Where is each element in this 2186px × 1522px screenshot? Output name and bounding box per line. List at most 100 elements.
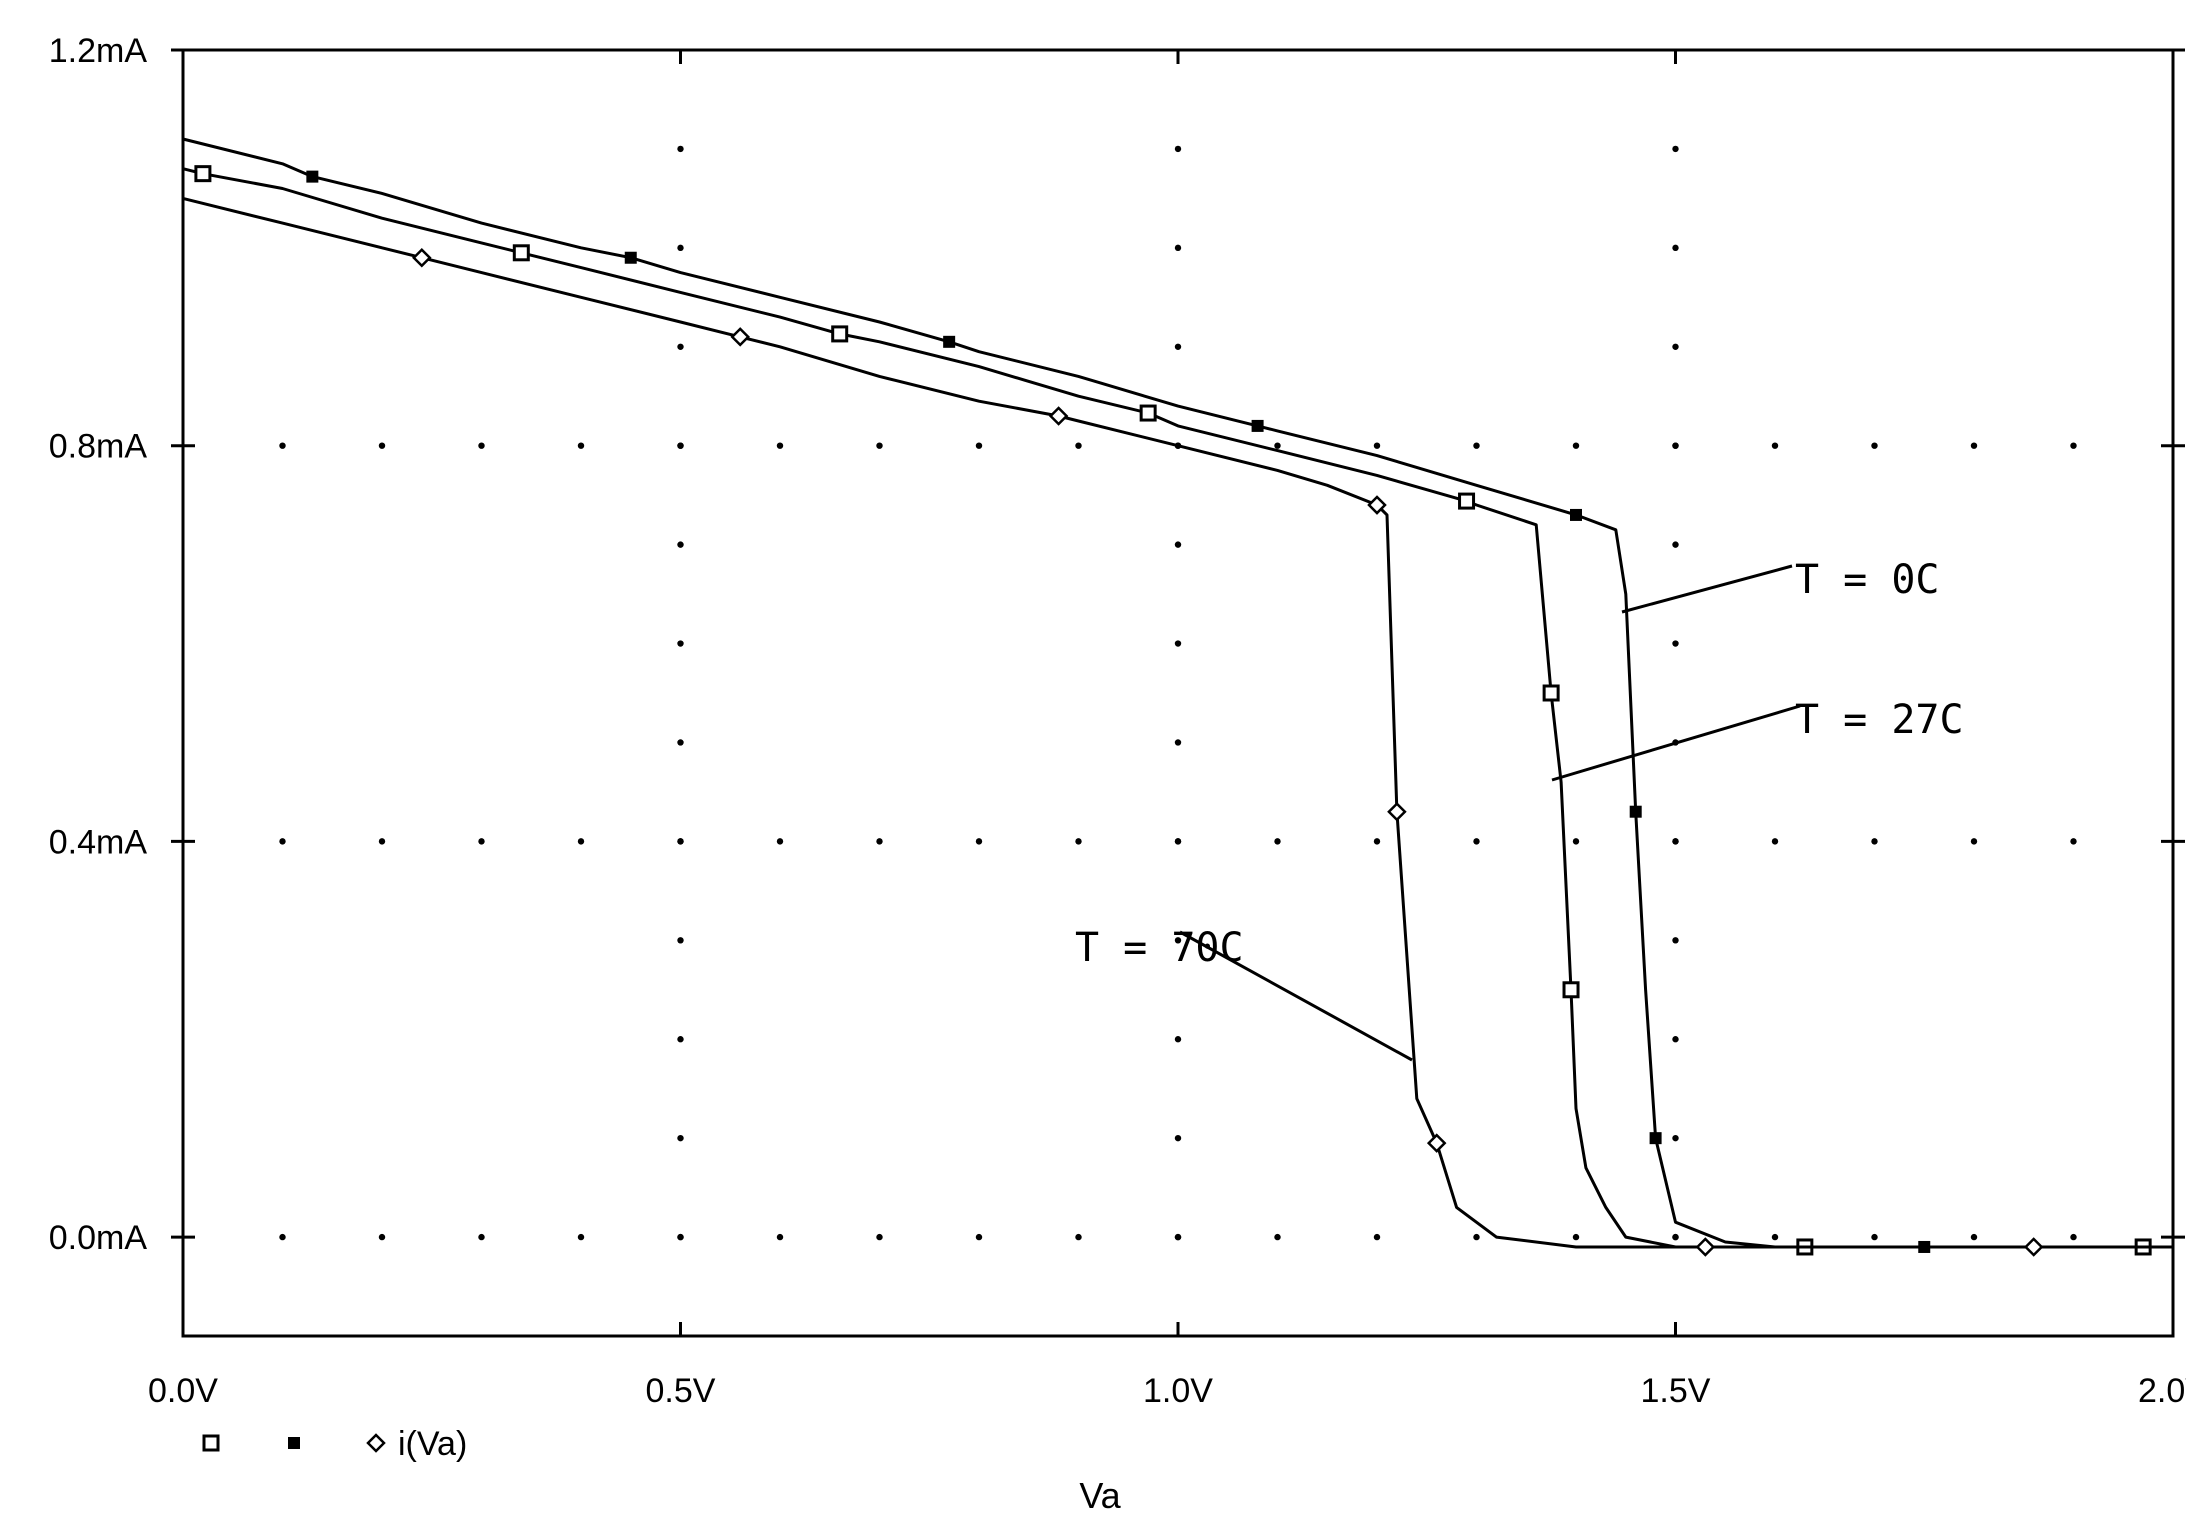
filled-square-marker	[624, 251, 637, 264]
grid-dot	[876, 442, 883, 449]
open-diamond-marker	[1387, 801, 1407, 822]
grid-dot	[677, 937, 684, 944]
grid-dots	[279, 145, 2077, 1241]
axis-ticks: 0.0V 0.5V 1.0V 1.5V 2.0V 0.0mA 0.4mA 0.8mA 1.2mA	[49, 32, 2186, 1410]
grid-dot	[677, 244, 684, 252]
grid-dot	[1174, 739, 1182, 746]
open-diamond-marker	[730, 327, 750, 347]
grid-dot	[478, 838, 485, 845]
grid-dot	[1871, 1233, 1878, 1241]
grid-dot	[1672, 640, 1679, 647]
grid-dot	[776, 442, 784, 449]
annotation-leader	[1551, 704, 1801, 782]
grid-dot	[1672, 1134, 1679, 1142]
grid-dot	[2070, 1233, 2077, 1241]
grid-dot	[1672, 244, 1679, 252]
grid-dot	[776, 1233, 784, 1241]
grid-dot	[677, 1036, 684, 1043]
x-tick-label: 0.5V	[646, 1372, 716, 1410]
x-axis-title: Va	[1079, 1475, 1121, 1516]
grid-dot	[677, 739, 684, 746]
grid-dot	[1871, 442, 1878, 449]
open-diamond-marker	[1367, 495, 1387, 515]
grid-dot	[378, 442, 386, 449]
legend-label: i(Va)	[398, 1425, 467, 1463]
grid-dot	[1174, 1036, 1182, 1043]
grid-dot	[1672, 937, 1679, 944]
grid-dot	[2070, 838, 2077, 845]
grid-dot	[876, 1233, 883, 1241]
grid-dot	[876, 838, 883, 845]
grid-dot	[279, 838, 286, 845]
grid-dot	[1672, 541, 1679, 548]
open-diamond-marker	[2023, 1237, 2044, 1257]
open-diamond-marker	[1426, 1133, 1447, 1153]
series-filled-square	[182, 137, 2173, 1253]
open-diamond-marker	[412, 247, 432, 268]
filled-square-marker	[306, 170, 319, 183]
grid-dot	[1174, 541, 1182, 548]
grid-dot	[1572, 442, 1580, 449]
grid-dot	[975, 1233, 983, 1241]
annotation-leader	[1179, 930, 1413, 1062]
annotation-label: T = 0C	[1795, 557, 1940, 603]
grid-dot	[1473, 442, 1480, 449]
grid-dot	[1075, 442, 1082, 449]
x-tick-label: 0.0V	[148, 1372, 218, 1410]
grid-dot	[577, 442, 585, 449]
y-tick-label: 0.4mA	[49, 823, 148, 861]
grid-dot	[1174, 244, 1182, 252]
open-square-marker	[1139, 404, 1157, 422]
grid-dot	[1871, 838, 1878, 845]
open-square-marker	[202, 1434, 220, 1452]
x-tick-label: 2.0V	[2138, 1372, 2186, 1410]
grid-dot	[1174, 145, 1182, 153]
y-tick-label: 0.0mA	[49, 1219, 148, 1257]
grid-dot	[1075, 1233, 1082, 1241]
grid-dot	[1174, 1134, 1182, 1142]
grid-dot	[1473, 838, 1480, 845]
grid-dot	[1771, 838, 1779, 845]
grid-dot	[577, 838, 585, 845]
open-square-marker	[831, 325, 849, 343]
annotation-leader	[1621, 564, 1793, 614]
filled-square-marker	[1629, 805, 1642, 818]
filled-square-marker	[288, 1437, 300, 1449]
filled-square-marker	[1251, 419, 1264, 432]
grid-dot	[1970, 442, 1978, 449]
open-square-marker	[512, 244, 530, 262]
grid-dot	[677, 541, 684, 548]
open-diamond-marker	[1695, 1237, 1716, 1257]
filled-square-marker	[943, 335, 956, 348]
grid-dot	[279, 442, 286, 449]
legend: i(Va)	[202, 1425, 467, 1463]
open-square-marker	[194, 165, 212, 183]
open-square-marker	[1562, 981, 1580, 999]
grid-dot	[975, 838, 983, 845]
grid-dot	[1970, 1233, 1978, 1241]
y-tick-label: 0.8mA	[49, 428, 148, 466]
grid-dot	[1075, 838, 1082, 845]
filled-square-marker	[1649, 1132, 1662, 1145]
y-tick-label: 1.2mA	[49, 32, 148, 70]
filled-square-marker	[1570, 508, 1582, 521]
grid-dot	[1970, 838, 1978, 845]
grid-dot	[677, 442, 684, 449]
open-diamond-marker	[1048, 406, 1069, 426]
grid-dot	[478, 1233, 485, 1241]
grid-dot	[1672, 1233, 1679, 1241]
grid-dot	[378, 1233, 386, 1241]
grid-dot	[677, 145, 684, 153]
annotations: T = 0C T = 27C T = 70C	[1075, 557, 1964, 1062]
grid-dot	[1373, 442, 1381, 449]
grid-dot	[1672, 838, 1679, 845]
grid-dot	[1473, 1233, 1480, 1241]
open-diamond-marker	[366, 1433, 386, 1453]
series-line	[182, 137, 2173, 1249]
grid-dot	[1174, 1233, 1182, 1241]
grid-dot	[1572, 838, 1580, 845]
grid-dot	[1771, 1233, 1779, 1241]
series-open-diamond	[182, 196, 2173, 1257]
grid-dot	[478, 442, 485, 449]
